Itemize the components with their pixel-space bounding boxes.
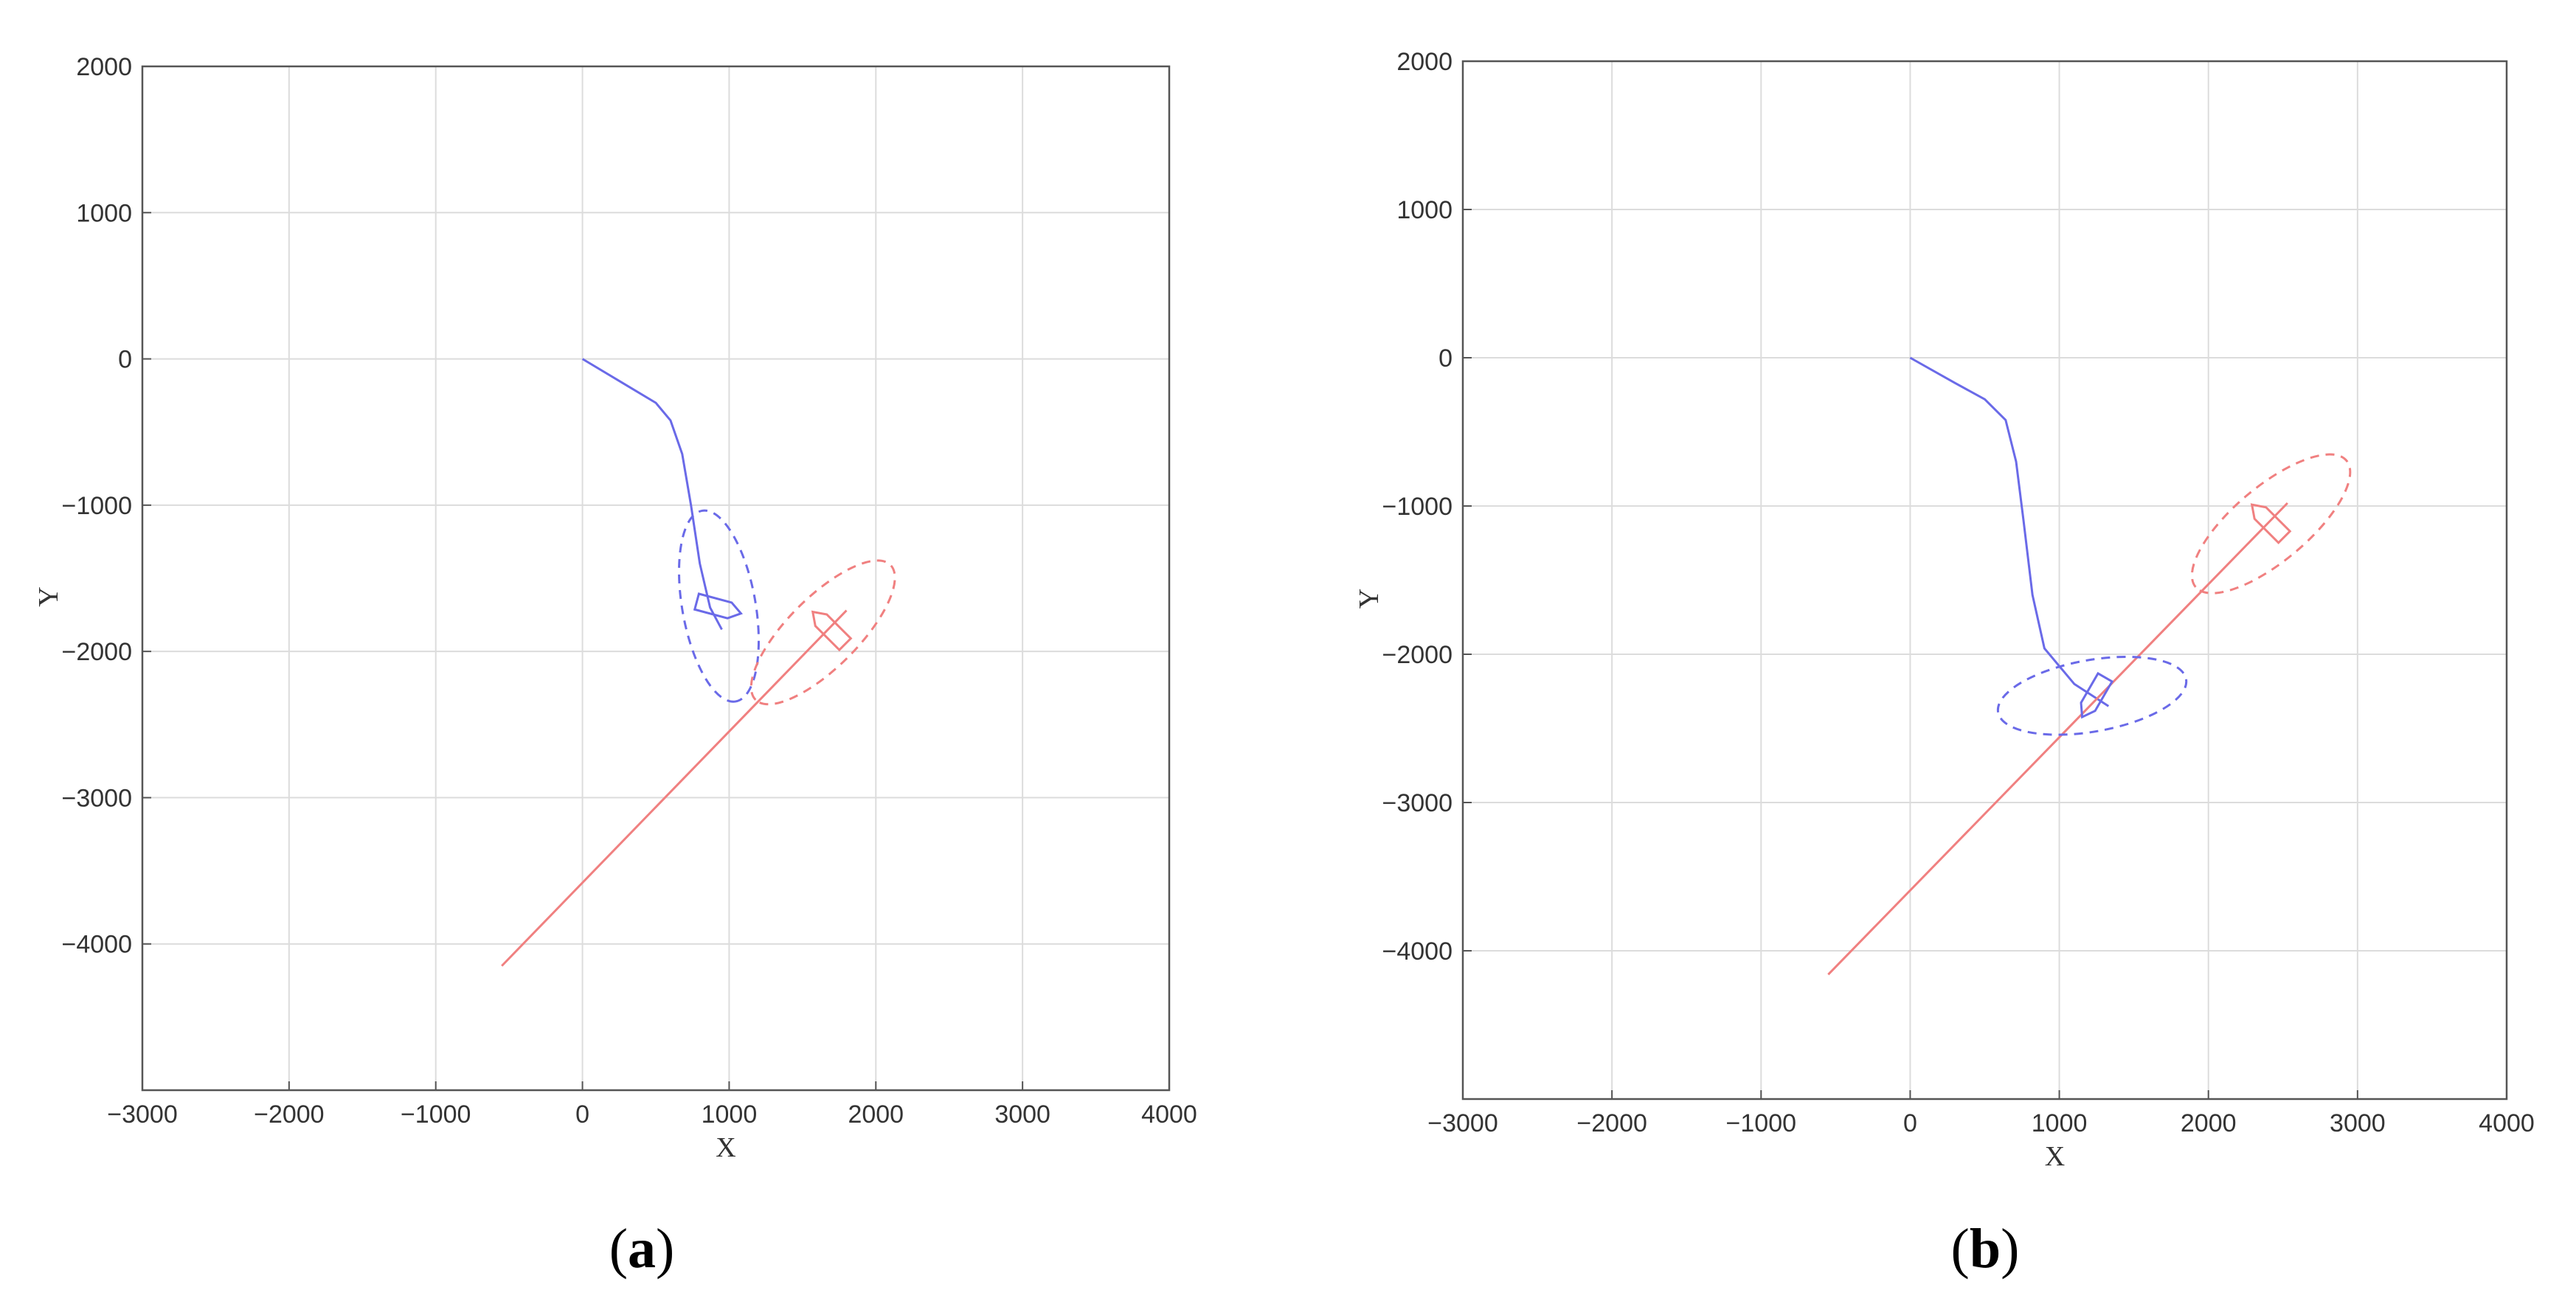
own-ship (693, 592, 744, 620)
x-tick-label: 2000 (2181, 1109, 2237, 1137)
own-ship-domain (1996, 655, 2188, 736)
y-tick-label: 0 (118, 346, 132, 374)
target-ship-domain (2190, 453, 2352, 595)
chart-b-svg: −3000 −2000 −1000 0 1000 2000 3000 4000 2000 1000… (1354, 48, 2535, 1172)
y-tick-label: −3000 (62, 784, 133, 812)
caption-a: (a) (609, 1218, 675, 1280)
caption-b: (b) (1950, 1218, 2020, 1280)
y-tick-label: −4000 (62, 931, 133, 959)
target-ship (811, 610, 853, 652)
y-tick-label: −3000 (1382, 789, 1453, 817)
plot-frame (141, 65, 1171, 1092)
y-tick-label: 1000 (1396, 196, 1453, 224)
y-tick-label: −2000 (62, 638, 133, 666)
chart-panel-a: −3000 −2000 −1000 0 1000 2000 3000 4000 2000 1000… (33, 53, 1197, 1280)
y-tick-label: 1000 (76, 199, 132, 227)
y-tick-label: 0 (1438, 344, 1453, 372)
own-ship-domain (678, 509, 761, 703)
y-tick-label: −2000 (1382, 641, 1453, 669)
x-tick-label: −1000 (1726, 1109, 1797, 1137)
x-tick-label: 0 (1903, 1109, 1917, 1137)
x-tick-label: −1000 (401, 1101, 471, 1129)
y-tick-label: 2000 (76, 53, 132, 81)
y-tick-label: −1000 (62, 492, 133, 520)
x-tick-label: 4000 (1141, 1101, 1197, 1129)
y-tick-label: −4000 (1382, 938, 1453, 966)
x-axis-label: X (2045, 1141, 2065, 1172)
chart-panel-b: −3000 −2000 −1000 0 1000 2000 3000 4000 2000 1000… (1288, 0, 2576, 1310)
chart-a-svg: −3000 −2000 −1000 0 1000 2000 3000 4000 2000 1000… (33, 53, 1197, 1163)
y-axis-label: Y (1354, 589, 1385, 609)
target-ship (2250, 503, 2292, 544)
x-tick-label: 3000 (994, 1101, 1050, 1129)
x-tick-label: −3000 (1427, 1109, 1498, 1137)
own-ship-track (581, 358, 723, 631)
target-ship-track (501, 609, 848, 967)
x-tick-label: −3000 (107, 1101, 178, 1129)
y-tick-label: 2000 (1396, 48, 1453, 76)
x-tick-label: 4000 (2479, 1109, 2535, 1137)
target-ship-track (1827, 502, 2288, 976)
x-tick-label: −2000 (254, 1101, 325, 1129)
plot-frame (1461, 60, 2508, 1101)
x-tick-label: 3000 (2330, 1109, 2386, 1137)
x-tick-label: 1000 (702, 1101, 758, 1129)
x-tick-label: 2000 (848, 1101, 904, 1129)
x-axis-label: X (716, 1132, 735, 1163)
own-ship (2080, 671, 2114, 719)
x-tick-label: 1000 (2032, 1109, 2088, 1137)
y-axis-label: Y (33, 586, 64, 606)
x-tick-label: 0 (575, 1101, 589, 1129)
x-tick-label: −2000 (1576, 1109, 1647, 1137)
y-tick-label: −1000 (1382, 493, 1453, 521)
